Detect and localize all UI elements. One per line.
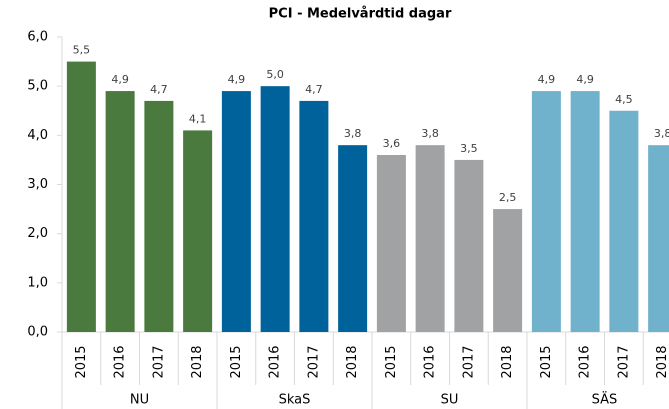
bar	[183, 130, 213, 332]
value-label: 4,7	[305, 83, 323, 96]
bar	[570, 91, 600, 332]
value-label: 4,9	[576, 73, 594, 86]
y-tick-label: 5,0	[27, 79, 48, 94]
value-label: 4,1	[189, 112, 207, 125]
group-label: SU	[441, 393, 459, 408]
y-tick-label: 3,0	[27, 177, 48, 192]
bar	[609, 110, 639, 332]
value-label: 5,0	[266, 68, 284, 81]
value-label: 3,5	[460, 142, 478, 155]
x-tick-label: 2016	[578, 345, 593, 378]
bar	[376, 155, 406, 332]
x-tick-label: 2018	[190, 345, 205, 378]
x-tick-label: 2018	[655, 345, 669, 378]
bar	[454, 159, 484, 332]
value-label: 4,7	[150, 83, 168, 96]
value-label: 3,8	[421, 127, 439, 140]
x-tick-label: 2015	[539, 345, 554, 378]
x-tick-label: 2018	[345, 345, 360, 378]
value-label: 4,9	[538, 73, 556, 86]
x-tick-label: 2018	[500, 345, 515, 378]
value-label: 4,9	[228, 73, 246, 86]
bar	[415, 145, 445, 332]
x-tick-label: 2016	[268, 345, 283, 378]
bar	[338, 145, 368, 332]
y-tick-label: 1,0	[27, 275, 48, 290]
value-label: 3,8	[344, 127, 362, 140]
value-label: 2,5	[499, 191, 517, 204]
x-tick-label: 2015	[229, 345, 244, 378]
value-label: 3,6	[383, 137, 401, 150]
bar	[144, 100, 174, 333]
x-tick-label: 2016	[113, 345, 128, 378]
value-label: 3,8	[654, 127, 669, 140]
value-label: 4,5	[615, 93, 633, 106]
x-tick-label: 2017	[306, 345, 321, 378]
x-tick-label: 2015	[384, 345, 399, 378]
x-tick-label: 2017	[151, 345, 166, 378]
x-tick-label: 2017	[461, 345, 476, 378]
chart-title: PCI - Medelvårdtid dagar	[269, 7, 452, 22]
bar	[493, 209, 523, 332]
group-label: NU	[130, 393, 149, 408]
x-tick-label: 2016	[423, 345, 438, 378]
y-tick-label: 0,0	[27, 325, 48, 340]
bar	[66, 61, 96, 332]
x-tick-label: 2017	[616, 345, 631, 378]
bar	[299, 100, 329, 333]
x-tick-label: 2015	[74, 345, 89, 378]
bar	[531, 91, 561, 332]
value-label: 5,5	[73, 44, 91, 57]
bar	[648, 145, 669, 332]
group-label: SkaS	[279, 393, 311, 408]
bar	[260, 86, 290, 333]
y-tick-label: 6,0	[27, 30, 48, 45]
y-tick-label: 4,0	[27, 128, 48, 143]
bar	[221, 91, 251, 332]
group-label: SÄS	[592, 392, 618, 408]
bar	[105, 91, 135, 332]
y-tick-label: 2,0	[27, 226, 48, 241]
value-label: 4,9	[111, 73, 129, 86]
